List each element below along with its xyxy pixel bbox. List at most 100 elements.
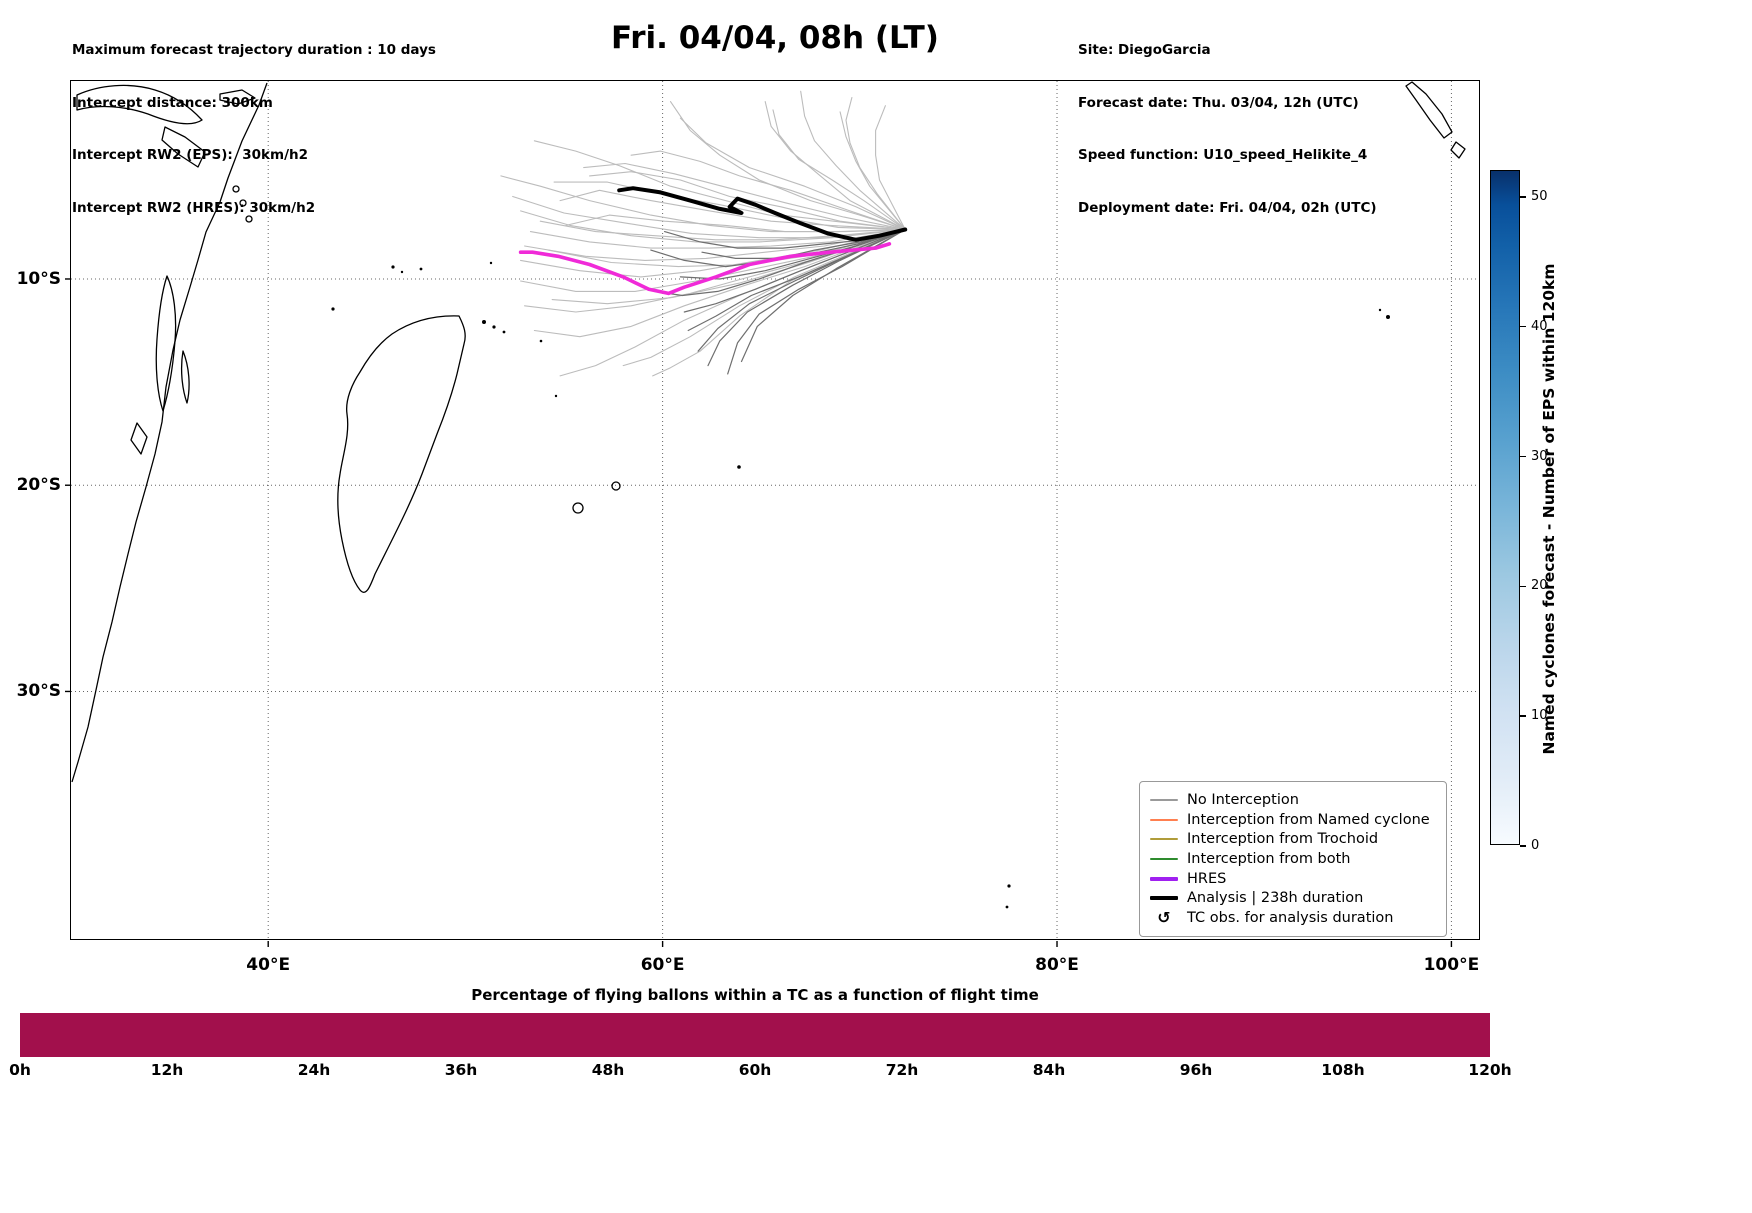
x-tick-label: 100°E bbox=[1423, 955, 1480, 975]
island-zanzibar-2 bbox=[239, 199, 247, 207]
legend-label: Analysis | 238h duration bbox=[1187, 890, 1364, 907]
legend-line-sample bbox=[1150, 798, 1178, 801]
site-line: Site: DiegoGarcia bbox=[1078, 42, 1211, 58]
x-tick-label: 40°E bbox=[246, 955, 291, 975]
legend-item: Interception from Trochoid bbox=[1150, 829, 1436, 849]
eps-trajectory-light bbox=[622, 228, 906, 367]
island-reunion bbox=[572, 502, 584, 514]
tc-obs-marker-icon: ↺ bbox=[1157, 908, 1171, 928]
lake-small-2 bbox=[130, 422, 148, 455]
eps-trajectory-dark bbox=[707, 228, 906, 367]
legend-line-sample bbox=[1150, 838, 1178, 841]
eps-trajectory-light bbox=[583, 162, 906, 231]
eps-trajectory-light bbox=[839, 111, 906, 231]
site-info-block: Site: DiegoGarcia Forecast date: Thu. 03… bbox=[1078, 7, 1377, 252]
config-line-duration: Maximum forecast trajectory duration : 1… bbox=[72, 42, 436, 58]
island-socotra bbox=[219, 89, 256, 105]
legend-sample bbox=[1150, 876, 1178, 881]
tc-percentage-segment bbox=[287, 1013, 421, 1057]
coastline-madagascar bbox=[337, 315, 466, 593]
legend-item: Analysis | 238h duration bbox=[1150, 889, 1436, 909]
colorbar-tick-label: 40 bbox=[1531, 318, 1548, 334]
colorbar-gradient bbox=[1491, 171, 1519, 844]
eps-trajectory-dark bbox=[654, 228, 906, 297]
tc-percentage-segment bbox=[1222, 1013, 1357, 1057]
lake-small bbox=[180, 350, 190, 404]
coastline-africa bbox=[71, 82, 268, 783]
eps-trajectory-light bbox=[529, 228, 906, 249]
run-config-block: Maximum forecast trajectory duration : 1… bbox=[72, 7, 436, 252]
legend-label: Interception from Named cyclone bbox=[1187, 811, 1430, 828]
deployment-date-line: Deployment date: Fri. 04/04, 02h (UTC) bbox=[1078, 199, 1377, 216]
eps-trajectory-dark bbox=[727, 228, 906, 375]
lake-malawi bbox=[155, 275, 177, 412]
y-tick-label: 20°S bbox=[16, 475, 61, 496]
legend-item: No Interception bbox=[1150, 790, 1436, 810]
speed-function-line: Speed function: U10_speed_Helikite_4 bbox=[1078, 147, 1368, 163]
bottom-x-tick-label: 24h bbox=[297, 1061, 331, 1079]
config-line-rw2-eps: Intercept RW2 (EPS): 30km/h2 bbox=[72, 147, 308, 163]
tc-percentage-segment bbox=[20, 1013, 154, 1057]
x-tick-label: 80°E bbox=[1035, 955, 1079, 975]
eps-trajectory-light bbox=[800, 90, 906, 231]
tc-percentage-segment bbox=[955, 1013, 1090, 1057]
config-line-rw2-hres: Intercept RW2 (HRES): 30km/h2 bbox=[72, 199, 316, 216]
eps-trajectory-dark bbox=[697, 228, 906, 352]
eps-trajectory-dark bbox=[740, 228, 906, 363]
legend-sample bbox=[1150, 818, 1178, 821]
page-title: Fri. 04/04, 08h (LT) bbox=[611, 20, 939, 56]
legend-sample bbox=[1150, 838, 1178, 841]
island-mafia bbox=[245, 215, 253, 223]
bottom-x-tick-label: 36h bbox=[444, 1061, 478, 1079]
legend: No Interception Interception from Named c… bbox=[1139, 781, 1447, 937]
legend-item: HRES bbox=[1150, 869, 1436, 889]
eps-trajectory-light bbox=[524, 228, 906, 261]
y-tick-label: 10°S bbox=[16, 268, 61, 289]
eps-trajectory-light bbox=[551, 228, 906, 305]
colorbar-tick bbox=[1520, 326, 1526, 328]
legend-sample: ↺ bbox=[1150, 910, 1178, 926]
colorbar-label: Named cyclones forecast - Number of EPS … bbox=[1540, 263, 1558, 755]
legend-item: ↺ TC obs. for analysis duration bbox=[1150, 908, 1436, 928]
eps-trajectory-light bbox=[630, 150, 906, 231]
legend-line-sample bbox=[1150, 858, 1178, 861]
legend-item: Interception from both bbox=[1150, 849, 1436, 869]
legend-sample bbox=[1150, 858, 1178, 861]
tc-percentage-segment bbox=[1089, 1013, 1223, 1057]
colorbar-tick bbox=[1520, 845, 1526, 847]
colorbar-tick-label: 30 bbox=[1531, 448, 1548, 464]
legend-line-sample bbox=[1150, 876, 1178, 881]
legend-item: Interception from Named cyclone bbox=[1150, 810, 1436, 830]
analysis-track bbox=[617, 186, 908, 242]
hres-track bbox=[518, 242, 892, 296]
eps-trajectory-light bbox=[547, 228, 906, 268]
eps-trajectory-light bbox=[679, 117, 906, 231]
eps-trajectory-light bbox=[520, 210, 906, 243]
legend-label: Interception from both bbox=[1187, 851, 1351, 868]
bottom-x-tick-label: 48h bbox=[591, 1061, 625, 1079]
eps-trajectory-light bbox=[772, 109, 906, 231]
trajectory-map: No Interception Interception from Named c… bbox=[17, 80, 1481, 975]
island-zanzibar bbox=[232, 185, 240, 193]
island-mauritius bbox=[611, 481, 621, 491]
colorbar-tick-label: 20 bbox=[1531, 578, 1548, 594]
tc-percentage-segment bbox=[153, 1013, 288, 1057]
map-canvas bbox=[65, 81, 1481, 947]
eps-trajectory-light bbox=[669, 101, 906, 231]
coastline-horn-of-africa bbox=[76, 84, 203, 125]
eps-trajectory-light bbox=[559, 189, 906, 231]
colorbar-tick-label: 50 bbox=[1531, 188, 1548, 204]
eps-trajectory-light bbox=[764, 101, 906, 231]
bottom-x-tick-label: 120h bbox=[1468, 1061, 1512, 1079]
eps-trajectory-light bbox=[589, 171, 906, 231]
eps-trajectory-light bbox=[553, 181, 906, 231]
island-sumatra-small bbox=[1450, 141, 1466, 159]
bottom-x-tick-label: 60h bbox=[738, 1061, 772, 1079]
x-tick-label: 60°E bbox=[640, 955, 685, 975]
bottom-x-tick-label: 108h bbox=[1321, 1061, 1365, 1079]
colorbar-tick bbox=[1520, 455, 1526, 458]
tc-percentage-segment bbox=[420, 1013, 555, 1057]
colorbar-tick-label: 10 bbox=[1531, 708, 1548, 724]
trajectories bbox=[500, 90, 908, 377]
map-gridlines bbox=[71, 81, 1481, 941]
